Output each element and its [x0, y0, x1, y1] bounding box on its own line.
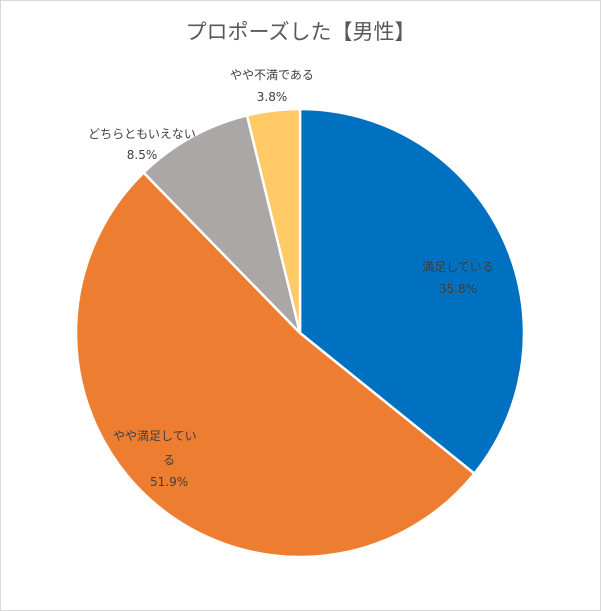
chart-title: プロポーズした【男性】	[185, 20, 416, 44]
slice-label-neutral-name: どちらともいえない	[88, 127, 196, 141]
slice-label-somewhat-satisfied-name-line1: やや満足してい	[113, 429, 197, 443]
slice-label-somewhat-dissatisfied-value: 3.8%	[257, 90, 288, 104]
slice-label-somewhat-satisfied-name-line2: る	[163, 453, 175, 467]
slice-label-somewhat-dissatisfied-name: やや不満である	[230, 68, 314, 82]
pie-slice-somewhat-satisfied	[74, 171, 476, 559]
pie-slice-somewhat-dissatisfied	[245, 107, 302, 335]
pie-slice-neutral	[142, 114, 302, 335]
pie-slice-satisfied	[298, 107, 526, 475]
slice-label-satisfied-name: 満足している	[422, 260, 494, 274]
slice-label-somewhat-satisfied-value: 51.9%	[150, 475, 188, 489]
slice-label-neutral-value: 8.5%	[127, 148, 158, 162]
slice-label-satisfied-value: 35.8%	[439, 282, 477, 296]
